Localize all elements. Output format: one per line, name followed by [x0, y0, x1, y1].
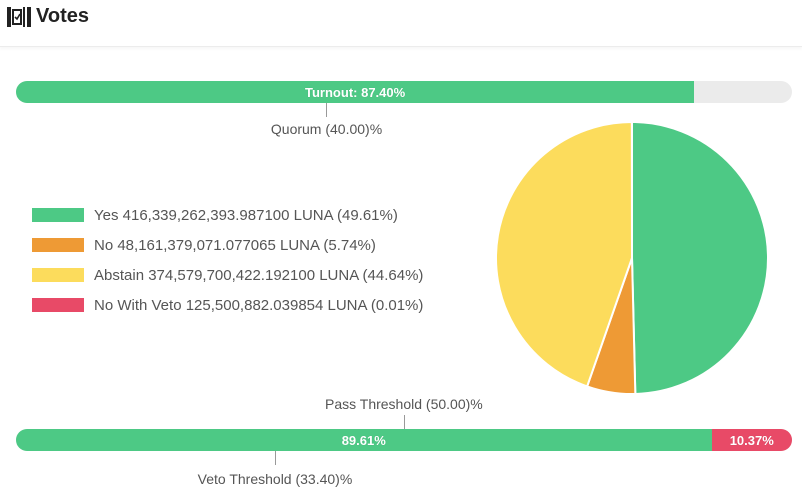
result-bar: 89.61% 10.37% [16, 429, 792, 451]
legend-text-no-with-veto: No With Veto 125,500,882.039854 LUNA (0.… [94, 296, 424, 314]
result-yes-segment: 89.61% [16, 429, 712, 451]
turnout-fill: Turnout: 87.40% [16, 81, 695, 103]
turnout-bar: Turnout: 87.40% [16, 81, 792, 103]
legend-item-abstain: Abstain 374,579,700,422.192100 LUNA (44.… [32, 260, 423, 290]
turnout-label: Turnout: 87.40% [305, 84, 406, 100]
result-veto-label: 10.37% [729, 432, 774, 448]
pie-legend: Yes 416,339,262,393.987100 LUNA (49.61%)… [32, 200, 423, 320]
legend-item-no-with-veto: No With Veto 125,500,882.039854 LUNA (0.… [32, 290, 423, 320]
legend-text-yes: Yes 416,339,262,393.987100 LUNA (49.61%) [94, 206, 398, 224]
votes-header: Votes [0, 0, 802, 47]
legend-swatch-abstain [32, 268, 84, 282]
pie-slice-yes [631, 120, 769, 395]
quorum-label: Quorum (40.00)% [270, 121, 383, 137]
veto-threshold-tick [275, 451, 277, 465]
pie-slice-abstain [495, 120, 634, 388]
result-yes-label: 89.61% [341, 432, 386, 448]
legend-swatch-no-with-veto [32, 298, 84, 312]
veto-threshold-label: Veto Threshold (33.40)% [197, 471, 353, 487]
vote-pie-chart [495, 120, 769, 395]
result-veto-segment: 10.37% [711, 429, 792, 451]
legend-text-no: No 48,161,379,071.077065 LUNA (5.74%) [94, 236, 376, 254]
vote-ballot-icon [7, 7, 31, 27]
quorum-tick [326, 103, 328, 117]
legend-text-abstain: Abstain 374,579,700,422.192100 LUNA (44.… [94, 266, 424, 284]
legend-item-yes: Yes 416,339,262,393.987100 LUNA (49.61%) [32, 200, 423, 230]
legend-swatch-no [32, 238, 84, 252]
pass-threshold-label: Pass Threshold (50.00)% [325, 396, 483, 412]
page-title: Votes [36, 5, 89, 27]
legend-item-no: No 48,161,379,071.077065 LUNA (5.74%) [32, 230, 423, 260]
pass-threshold-tick [404, 415, 405, 429]
legend-swatch-yes [32, 208, 84, 222]
